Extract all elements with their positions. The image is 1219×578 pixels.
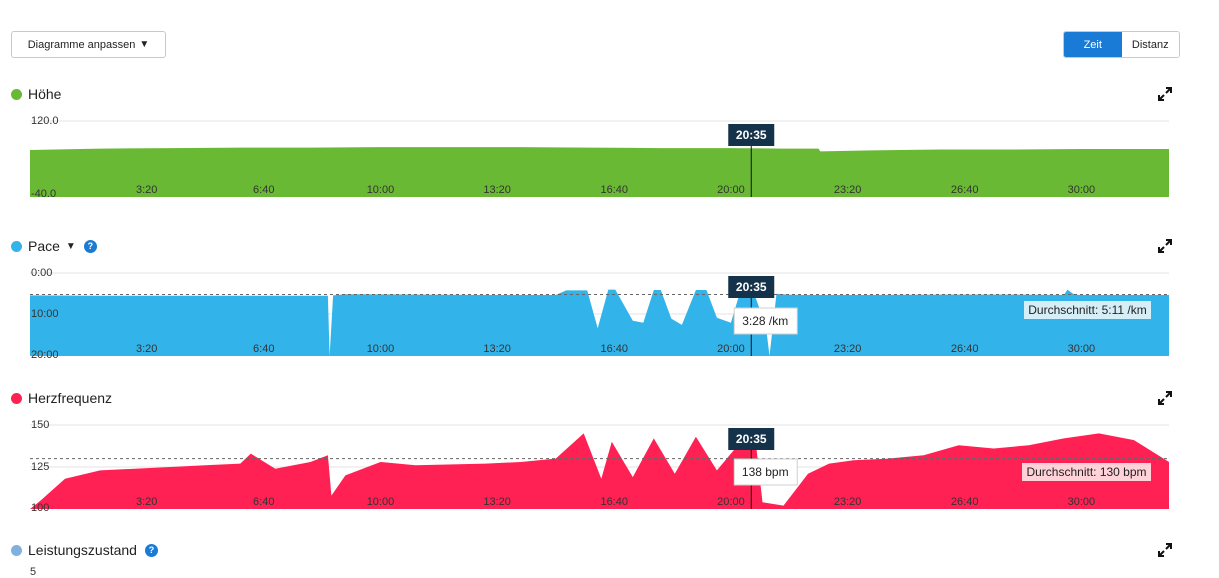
heart-rate-y-tick-label: 125 (31, 461, 49, 473)
section-title-pace: Pace ▼ ? (11, 238, 97, 254)
performance-legend-dot (11, 544, 22, 556)
elevation-title: Höhe (28, 86, 62, 102)
elevation-chart: 120.0 -40.0 3:20 6:40 10:00 13:20 16:40 20:00 23… (30, 115, 1169, 200)
heart-rate-x-tick-label: 6:40 (253, 496, 274, 508)
elevation-cursor-label-box (728, 124, 775, 146)
pace-average-label-box (1024, 301, 1151, 319)
elevation-area (30, 147, 1169, 197)
elevation-x-tick-label: 30:00 (1068, 184, 1096, 196)
heart-rate-x-tick-label: 30:00 (1068, 496, 1096, 508)
expand-icon[interactable] (1158, 87, 1172, 101)
elevation-x-tick-label: 20:00 (717, 184, 745, 196)
pace-cursor-label: 20:35 (736, 280, 767, 294)
pace-legend-dot (11, 240, 22, 252)
heart-rate-y-tick-label: 150 (31, 419, 49, 431)
caret-down-icon: ▼ (139, 39, 150, 50)
performance-title: Leistungszustand (28, 542, 137, 558)
heart-rate-x-tick-label: 20:00 (717, 496, 745, 508)
heart-rate-title: Herzfrequenz (28, 390, 113, 406)
pace-dropdown-icon[interactable]: ▼ (65, 240, 76, 252)
toggle-time-button[interactable]: Zeit (1064, 32, 1122, 57)
pace-x-tick-label: 6:40 (253, 343, 274, 355)
pace-x-tick-label: 3:20 (136, 343, 157, 355)
pace-average-label: Durchschnitt: 5:11 /km (1028, 303, 1147, 317)
elevation-x-tick-label: 23:20 (834, 184, 862, 196)
pace-y-tick-label: 0:00 (31, 267, 52, 279)
performance-y-tick-label: 5 (30, 566, 37, 578)
pace-y-tick-label: 10:00 (31, 308, 59, 320)
pace-tooltip-box (733, 307, 798, 335)
pace-cursor-label-box (728, 276, 775, 298)
expand-icon[interactable] (1158, 239, 1172, 253)
heart-rate-x-tick-label: 26:40 (951, 496, 979, 508)
elevation-y-tick-label: 120.0 (31, 115, 59, 127)
heart-rate-y-tick-label: 100 (31, 502, 49, 514)
heart-rate-cursor-label-box (728, 428, 775, 450)
elevation-x-tick-label: 16:40 (600, 184, 628, 196)
elevation-x-tick-label: 3:20 (136, 184, 157, 196)
elevation-y-tick-label: -40.0 (31, 188, 56, 200)
heart-rate-x-tick-label: 23:20 (834, 496, 862, 508)
pace-tooltip: 3:28 /km (742, 314, 788, 328)
heart-rate-tooltip-box (733, 458, 798, 486)
elevation-legend-dot (11, 88, 22, 100)
expand-icon[interactable] (1158, 391, 1172, 405)
elevation-x-tick-label: 26:40 (951, 184, 979, 196)
heart-rate-x-tick-label: 10:00 (367, 496, 395, 508)
pace-help-icon[interactable]: ? (83, 239, 97, 253)
customize-charts-label: Diagramme anpassen (27, 38, 136, 51)
pace-x-tick-label: 26:40 (951, 343, 979, 355)
time-distance-toggle: Zeit Distanz (1063, 31, 1180, 58)
pace-x-tick-label: 13:20 (483, 343, 511, 355)
toggle-distance-button[interactable]: Distanz (1121, 32, 1179, 57)
pace-x-tick-label: 20:00 (717, 343, 745, 355)
heart-rate-chart: 150 125 100 3:20 6:40 10:00 13:20 16:40 20:00 23:… (30, 419, 1169, 514)
heart-rate-x-tick-label: 16:40 (600, 496, 628, 508)
heart-rate-x-tick-label: 13:20 (483, 496, 511, 508)
elevation-cursor-label: 20:35 (736, 128, 767, 142)
elevation-x-tick-label: 13:20 (483, 184, 511, 196)
section-title-elevation: Höhe (11, 86, 61, 102)
heart-rate-average-label: Durchschnitt: 130 bpm (1026, 465, 1146, 479)
pace-x-tick-label: 23:20 (834, 343, 862, 355)
heart-rate-average-label-box (1022, 463, 1151, 481)
heart-rate-x-tick-label: 3:20 (136, 496, 157, 508)
pace-area (30, 287, 1169, 356)
pace-title: Pace (28, 238, 60, 254)
heart-rate-cursor-label: 20:35 (736, 432, 767, 446)
performance-help-icon[interactable]: ? (144, 543, 158, 557)
section-title-heart-rate: Herzfrequenz (11, 390, 112, 406)
pace-x-tick-label: 30:00 (1068, 343, 1096, 355)
elevation-x-tick-label: 6:40 (253, 184, 274, 196)
pace-y-tick-label: 20:00 (31, 349, 59, 361)
heart-rate-legend-dot (11, 392, 22, 404)
pace-x-tick-label: 16:40 (600, 343, 628, 355)
section-title-performance: Leistungszustand ? (11, 542, 158, 558)
pace-chart: 0:00 10:00 20:00 3:20 6:40 10:00 13:20 16:40 20:… (30, 267, 1169, 361)
pace-x-tick-label: 10:00 (367, 343, 395, 355)
customize-charts-button[interactable]: Diagramme anpassen ▼ (11, 31, 166, 58)
heart-rate-area (30, 433, 1169, 509)
heart-rate-tooltip: 138 bpm (742, 465, 789, 479)
expand-icon[interactable] (1158, 543, 1172, 557)
elevation-x-tick-label: 10:00 (367, 184, 395, 196)
